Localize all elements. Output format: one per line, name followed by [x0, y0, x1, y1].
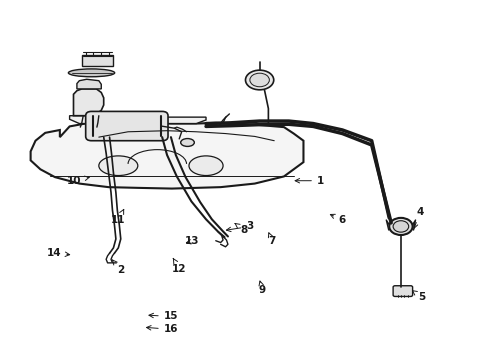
Text: 11: 11	[111, 210, 125, 225]
FancyBboxPatch shape	[393, 286, 413, 296]
Polygon shape	[30, 123, 303, 189]
FancyBboxPatch shape	[86, 111, 168, 141]
Text: 3: 3	[226, 221, 253, 231]
Polygon shape	[77, 79, 101, 89]
Polygon shape	[74, 89, 104, 116]
Text: 10: 10	[67, 176, 89, 186]
Text: 2: 2	[113, 260, 124, 275]
Ellipse shape	[189, 156, 223, 176]
Ellipse shape	[393, 221, 409, 232]
Text: 16: 16	[147, 324, 178, 334]
Text: 14: 14	[47, 248, 70, 258]
FancyBboxPatch shape	[82, 55, 114, 66]
Text: 4: 4	[414, 207, 424, 228]
Ellipse shape	[99, 156, 138, 176]
Text: 15: 15	[149, 311, 178, 321]
Ellipse shape	[250, 73, 270, 87]
Text: 6: 6	[330, 214, 346, 225]
Ellipse shape	[389, 218, 413, 235]
Text: 13: 13	[185, 237, 199, 247]
Text: 7: 7	[269, 233, 276, 247]
Text: 8: 8	[235, 224, 247, 235]
Text: 1: 1	[295, 176, 324, 186]
Ellipse shape	[69, 69, 115, 77]
Polygon shape	[147, 117, 206, 123]
Ellipse shape	[245, 70, 274, 90]
Text: 9: 9	[259, 281, 266, 295]
Text: 5: 5	[413, 291, 425, 302]
Polygon shape	[70, 116, 109, 123]
Ellipse shape	[181, 139, 195, 147]
Text: 12: 12	[172, 258, 187, 274]
